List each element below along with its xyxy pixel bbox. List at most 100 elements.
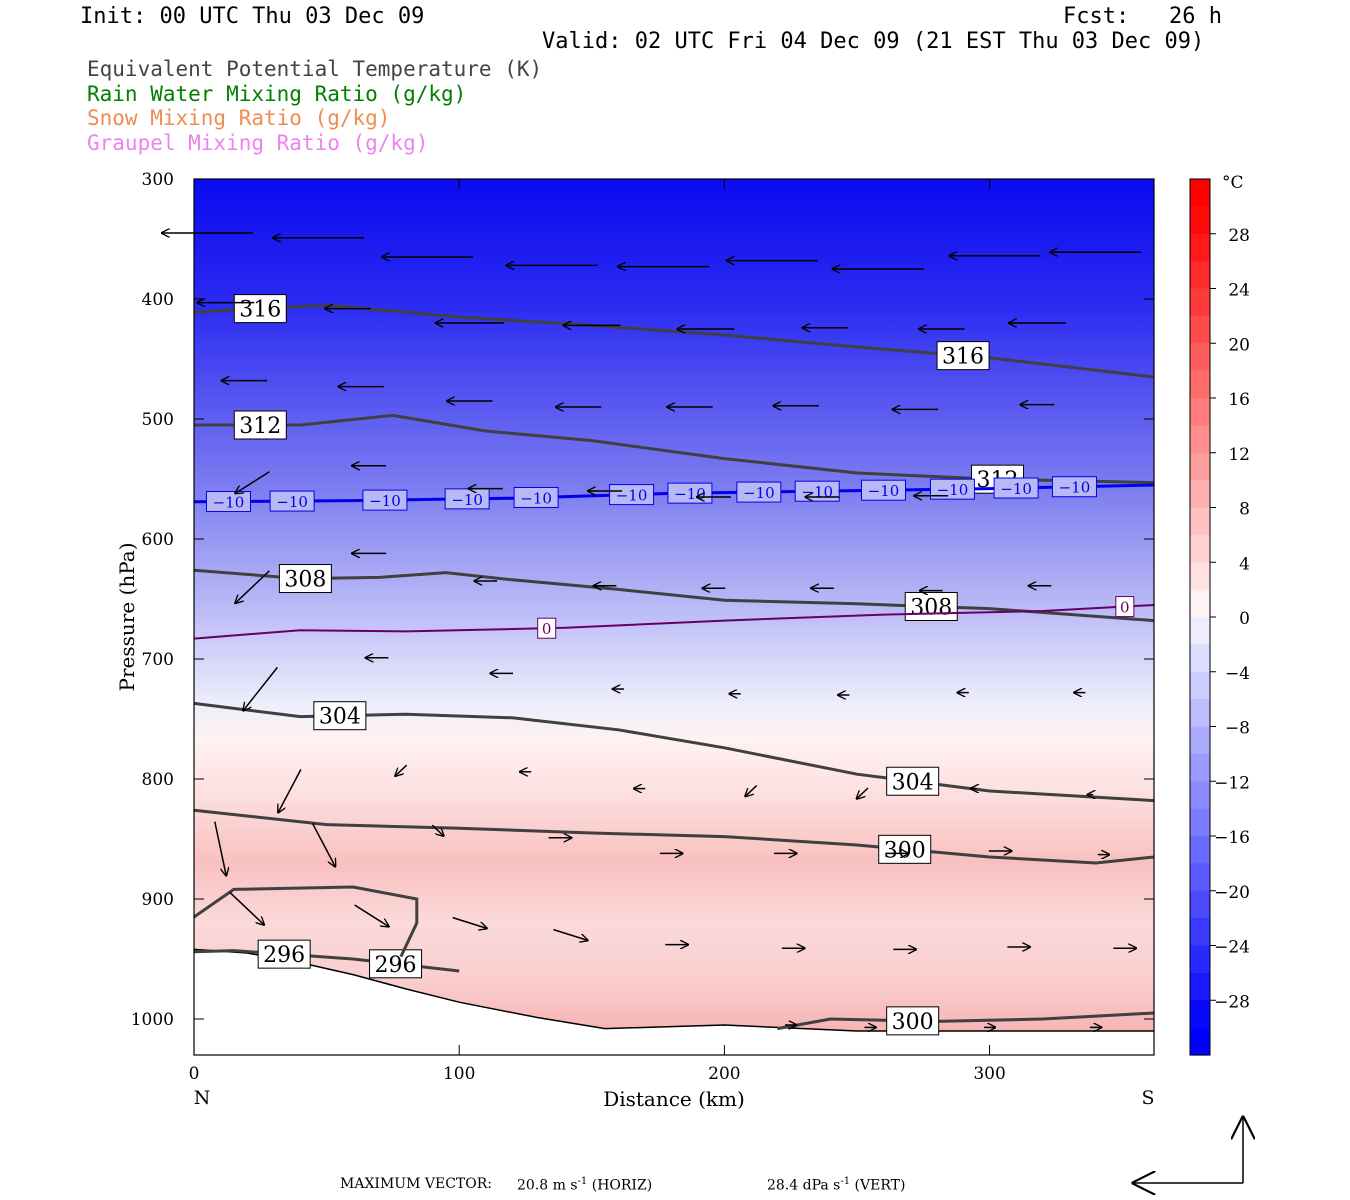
- isotherm-label: −10: [616, 487, 648, 505]
- theta-e-contours: 316316312312308308304304300300296296: [193, 294, 1155, 1036]
- theta-e-label-box: [904, 591, 958, 621]
- theta-e-line: [194, 413, 1155, 485]
- colorbar-band: [1190, 918, 1210, 947]
- colorbar-band: [1190, 1027, 1210, 1056]
- isotherm-label: 0: [1120, 599, 1130, 617]
- colorbar-band: [1190, 726, 1210, 755]
- wind-vector: [452, 916, 487, 929]
- isotherm-label: −10: [276, 493, 308, 511]
- colorbar-band: [1190, 589, 1210, 618]
- theta-e-label: 300: [892, 1010, 934, 1035]
- colorbar-band: [1190, 699, 1210, 728]
- legend-snow: Snow Mixing Ratio (g/kg): [87, 106, 391, 130]
- forecast-hour: Fcst: 26 h: [1063, 4, 1222, 29]
- shading-field: [194, 179, 1154, 1055]
- colorbar-band: [1190, 534, 1210, 563]
- colorbar-band: [1190, 644, 1210, 673]
- colorbar-band: [1190, 972, 1210, 1001]
- y-tick-label: 1000: [131, 1010, 174, 1030]
- wind-vector: [395, 764, 408, 776]
- colorbar-band: [1190, 753, 1210, 782]
- isotherm-label: −10: [1000, 480, 1032, 498]
- colorbar-band: [1190, 452, 1210, 481]
- wind-vector: [235, 471, 270, 494]
- colorbar-band: [1190, 315, 1210, 344]
- wind-vector: [354, 904, 389, 927]
- x-tick-label: 300: [973, 1064, 1005, 1084]
- y-tick-label: 400: [142, 290, 174, 310]
- legend-theta-e: Equivalent Potential Temperature (K): [87, 57, 543, 81]
- isotherm-label-box: [1051, 476, 1097, 498]
- isotherm-label-box: [537, 617, 557, 639]
- axes: 300 400 500 600 700 800 900 1000 0 100 200 300 Dista…: [115, 170, 1155, 1111]
- x-tick-label: 100: [443, 1064, 475, 1084]
- colorbar-band: [1190, 781, 1210, 810]
- theta-e-label-box: [886, 1006, 940, 1036]
- isotherm-label: −10: [520, 489, 552, 507]
- theta-e-label: 296: [263, 943, 305, 968]
- wind-vector: [857, 787, 869, 799]
- theta-e-label-box: [369, 949, 423, 979]
- theta-e-label: 304: [892, 770, 934, 795]
- y-tick-label: 500: [142, 410, 174, 430]
- reference-vector-arrows: [1134, 1118, 1243, 1183]
- colorbar-tick-label: −12: [1214, 773, 1250, 793]
- y-axis-label: Pressure (hPa): [115, 543, 139, 692]
- isotherm-label: −10: [801, 483, 833, 501]
- colorbar-unit: °C: [1222, 173, 1244, 193]
- theta-e-label: 296: [375, 953, 417, 978]
- wind-vector: [235, 570, 270, 603]
- valid-time: Valid: 02 UTC Fri 04 Dec 09 (21 EST Thu …: [542, 29, 1205, 54]
- isotherm-label: −10: [674, 485, 706, 503]
- y-tick-label: 600: [142, 530, 174, 550]
- colorbar-tick-label: −4: [1225, 664, 1250, 684]
- theta-e-line: [193, 885, 419, 958]
- wind-vector: [243, 666, 278, 710]
- theta-e-label-box: [886, 766, 940, 796]
- theta-e-label-box: [313, 701, 367, 731]
- theta-e-line: [193, 808, 1155, 865]
- colorbar-tick-label: −24: [1214, 938, 1250, 958]
- endpoint-left-label: N: [194, 1087, 211, 1109]
- wind-vectors: [162, 233, 1142, 1027]
- colorbar-tick-label: 0: [1239, 609, 1250, 629]
- isotherm-label-box: [929, 478, 975, 500]
- theta-e-label: 316: [239, 298, 281, 323]
- isotherm-label-box: [861, 479, 907, 501]
- isotherm-label: −10: [743, 484, 775, 502]
- colorbar-tick-label: 12: [1228, 445, 1250, 465]
- colorbar-band: [1190, 179, 1210, 207]
- colorbar-band: [1190, 617, 1210, 645]
- isotherm-label: −10: [451, 491, 483, 509]
- colorbar-band: [1190, 343, 1210, 372]
- theta-e-label-box: [233, 294, 287, 324]
- wind-vector: [745, 785, 758, 797]
- theta-e-label-box: [936, 341, 990, 371]
- colorbar-tick-label: −8: [1225, 719, 1250, 739]
- isotherm-label-box: [269, 490, 315, 512]
- theta-e-label: 300: [884, 838, 926, 863]
- colorbar-band: [1190, 808, 1210, 837]
- colorbar-band: [1190, 288, 1210, 317]
- theta-e-label-box: [257, 939, 311, 969]
- wind-vector: [553, 928, 588, 941]
- colorbar-band: [1190, 507, 1210, 536]
- colorbar-tick-label: 8: [1239, 500, 1250, 520]
- colorbar-band: [1190, 671, 1210, 700]
- colorbar-band: [1190, 261, 1210, 290]
- theta-e-label: 312: [239, 414, 281, 439]
- colorbar-band: [1190, 398, 1210, 426]
- init-time: Init: 00 UTC Thu 03 Dec 09: [80, 4, 425, 29]
- colorbar-band: [1190, 1000, 1210, 1029]
- y-tick-label: 700: [142, 650, 174, 670]
- legend-graupel: Graupel Mixing Ratio (g/kg): [87, 131, 429, 155]
- y-tick-label: 300: [142, 170, 174, 190]
- isotherm-label: −10: [937, 481, 969, 499]
- legend-rain-water: Rain Water Mixing Ratio (g/kg): [87, 82, 467, 106]
- x-tick-label: 200: [708, 1064, 740, 1084]
- wind-vector: [311, 823, 336, 866]
- isotherm-label: −10: [868, 482, 900, 500]
- colorbar-tick-label: −20: [1214, 883, 1250, 903]
- wind-vector: [278, 769, 302, 812]
